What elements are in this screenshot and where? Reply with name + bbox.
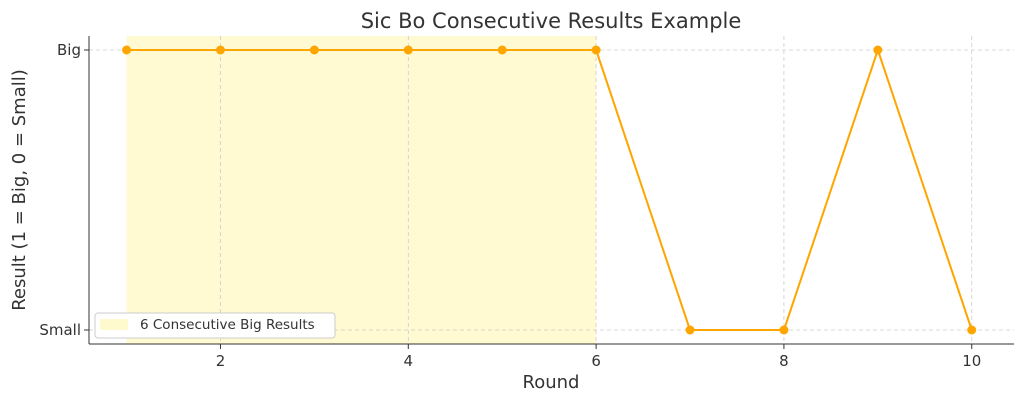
data-point xyxy=(873,45,883,55)
y-axis-label: Result (1 = Big, 0 = Small) xyxy=(9,69,30,311)
y-tick-label: Big xyxy=(57,41,81,59)
series-line xyxy=(126,49,973,331)
highlight-layer xyxy=(126,36,597,344)
legend-swatch xyxy=(100,319,128,330)
x-tick-label: 4 xyxy=(404,352,414,370)
legend-box xyxy=(94,312,336,339)
series-layer xyxy=(122,45,977,335)
data-point xyxy=(685,325,695,335)
legend-label: 6 Consecutive Big Results xyxy=(140,317,315,333)
data-point xyxy=(122,45,132,55)
axes-spines xyxy=(88,36,1014,345)
x-tick-label: 8 xyxy=(779,352,789,370)
x-tick-label: 10 xyxy=(962,352,981,370)
chart-title: Sic Bo Consecutive Results Example xyxy=(361,9,742,33)
highlight-span xyxy=(126,36,597,344)
y-tick-label: Small xyxy=(39,321,81,339)
x-tick-label: 2 xyxy=(216,352,226,370)
data-point xyxy=(215,45,225,55)
ticks: 2 4 6 8 10 Small Big xyxy=(39,41,981,370)
data-point xyxy=(779,325,789,335)
data-point xyxy=(309,45,319,55)
x-tick-label: 6 xyxy=(591,352,601,370)
data-point xyxy=(403,45,413,55)
data-point xyxy=(591,45,601,55)
legend: 6 Consecutive Big Results xyxy=(94,312,336,339)
data-point xyxy=(967,325,977,335)
data-point xyxy=(497,45,507,55)
x-axis-label: Round xyxy=(523,372,580,393)
